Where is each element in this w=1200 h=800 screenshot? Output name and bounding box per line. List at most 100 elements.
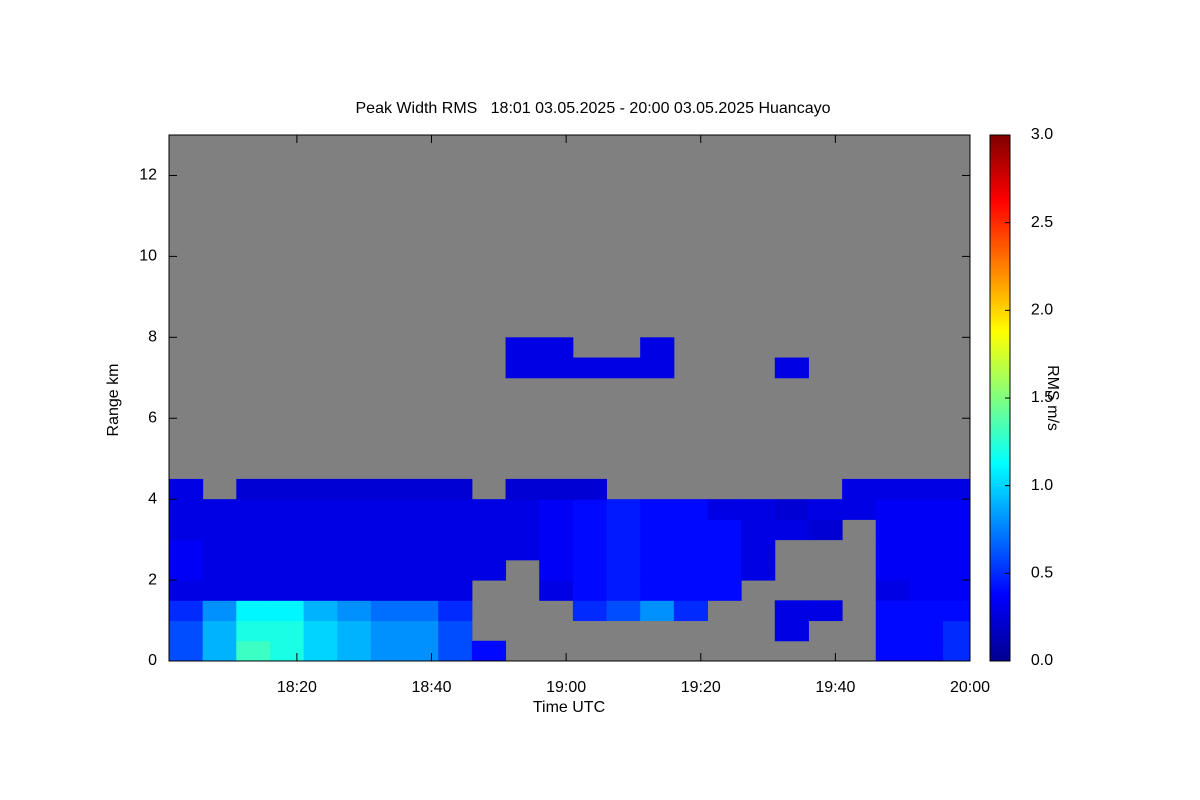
heatmap-cell [404,600,439,622]
heatmap-cell [370,600,406,622]
heatmap-cell [640,337,675,359]
heatmap-cell [707,519,742,541]
x-tick-label: 18:20 [277,679,317,696]
y-tick-label: 0 [148,652,157,669]
heatmap-cell [909,640,944,662]
heatmap-cell [606,499,641,520]
colorbar-tick-label: 2.0 [1031,302,1053,319]
x-axis-label: Time UTC [533,699,605,716]
heatmap-cell [943,620,971,642]
heatmap-cell [236,559,271,581]
chart-title: Peak Width RMS 18:01 03.05.2025 - 20:00 … [356,100,831,117]
heatmap-cell [707,559,742,581]
heatmap-cell [303,559,338,581]
heatmap-cell [202,559,237,581]
heatmap-cell [606,600,641,622]
heatmap-cell [572,559,608,581]
heatmap-cell [909,499,944,520]
heatmap-cell [943,600,971,622]
heatmap-cell [774,620,809,642]
heatmap-cell [640,600,675,622]
heatmap-cell [505,357,540,379]
y-tick-label: 12 [139,167,157,184]
colorbar-tick-label: 1.5 [1031,389,1053,406]
heatmap-cell [269,620,305,642]
heatmap-cell [337,478,372,500]
heatmap-cell [303,640,338,662]
heatmap-cell [505,539,540,561]
heatmap-cell [539,337,574,359]
heatmap-cell [539,519,574,541]
y-tick-label: 6 [148,409,157,426]
heatmap [169,135,971,662]
heatmap-cell [471,559,507,581]
heatmap-cell [707,539,742,561]
heatmap-cell [539,559,574,581]
heatmap-cell [943,580,971,601]
plot-frame [168,134,971,662]
heatmap-cell [909,600,944,622]
heatmap-cell [202,600,237,622]
heatmap-cell [337,640,372,662]
heatmap-cell [337,600,372,622]
heatmap-cell [471,519,507,541]
heatmap-cell [539,539,574,561]
heatmap-cell [370,559,406,581]
heatmap-cell [169,539,204,561]
heatmap-cell [337,539,372,561]
heatmap-cell [741,559,776,581]
heatmap-cell [572,357,608,379]
heatmap-cell [741,499,776,520]
heatmap-cell [370,499,406,520]
heatmap-cell [337,519,372,541]
heatmap-cell [943,499,971,520]
heatmap-cell [875,559,910,581]
heatmap-cell [471,499,507,520]
heatmap-cell [370,478,406,500]
colorbar-tick-label: 3.0 [1031,126,1053,143]
heatmap-cell [337,620,372,642]
heatmap-cell [741,519,776,541]
heatmap-cell [842,499,877,520]
heatmap-cell [875,539,910,561]
heatmap-cell [774,499,809,520]
heatmap-cell [202,620,237,642]
heatmap-cell [909,478,944,500]
heatmap-cell [774,519,809,541]
heatmap-cell [707,499,742,520]
heatmap-cell [236,499,271,520]
heatmap-cell [539,499,574,520]
heatmap-cell [236,640,271,662]
heatmap-cell [236,519,271,541]
heatmap-cell [606,539,641,561]
heatmap-cell [640,580,675,601]
heatmap-cell [505,478,540,500]
heatmap-cell [236,478,271,500]
heatmap-cell [943,640,971,662]
heatmap-cell [572,519,608,541]
heatmap-cell [673,539,708,561]
heatmap-cell [875,519,910,541]
colorbar-tick-label: 0.5 [1031,565,1053,582]
colorbar-tick-label: 1.0 [1031,477,1053,494]
heatmap-cell [337,499,372,520]
heatmap-cell [169,620,204,642]
heatmap-cell [202,580,237,601]
heatmap-cell [269,499,305,520]
heatmap-cell [606,357,641,379]
heatmap-cell [303,519,338,541]
heatmap-cell [875,600,910,622]
heatmap-cell [337,580,372,601]
heatmap-cell [875,620,910,642]
heatmap-cell [370,539,406,561]
heatmap-cell [269,600,305,622]
heatmap-cell [438,600,473,622]
heatmap-cell [943,539,971,561]
x-tick-label: 18:40 [411,679,451,696]
heatmap-cell [303,600,338,622]
heatmap-cell [337,559,372,581]
heatmap-cell [539,357,574,379]
heatmap-cell [808,600,843,622]
heatmap-cell [202,499,237,520]
heatmap-cell [438,499,473,520]
